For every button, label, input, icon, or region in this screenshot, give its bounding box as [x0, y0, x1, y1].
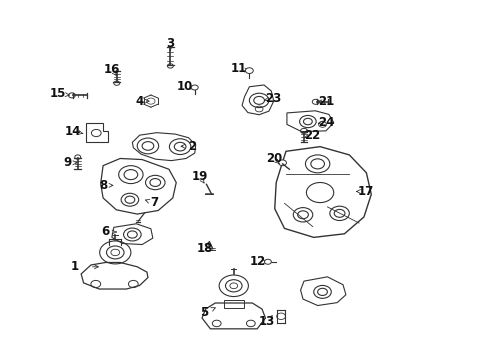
Circle shape — [264, 259, 271, 264]
Text: 16: 16 — [103, 63, 120, 76]
Circle shape — [278, 160, 286, 166]
Text: 17: 17 — [357, 185, 373, 198]
Text: 8: 8 — [99, 179, 107, 192]
Circle shape — [191, 85, 198, 90]
Text: 18: 18 — [196, 242, 212, 255]
Text: 11: 11 — [230, 62, 246, 75]
Text: 2: 2 — [188, 140, 196, 153]
Circle shape — [167, 64, 173, 68]
Text: 4: 4 — [135, 95, 143, 108]
Circle shape — [245, 68, 253, 73]
Text: 24: 24 — [318, 116, 334, 129]
Circle shape — [68, 93, 75, 98]
Circle shape — [75, 155, 81, 159]
Text: 21: 21 — [318, 95, 334, 108]
Circle shape — [312, 99, 319, 104]
Text: 3: 3 — [166, 37, 174, 50]
Text: 14: 14 — [64, 125, 81, 138]
Text: 1: 1 — [71, 260, 79, 273]
Circle shape — [300, 129, 307, 134]
Text: 15: 15 — [50, 87, 66, 100]
Text: 23: 23 — [264, 92, 280, 105]
Text: 9: 9 — [64, 156, 72, 169]
Text: 12: 12 — [249, 255, 266, 268]
Circle shape — [114, 81, 120, 85]
Text: 22: 22 — [303, 129, 319, 142]
Text: 10: 10 — [177, 80, 193, 93]
Text: 7: 7 — [150, 197, 158, 210]
Text: 6: 6 — [101, 225, 109, 238]
Text: 13: 13 — [258, 315, 274, 328]
Text: 5: 5 — [200, 306, 208, 319]
Text: 19: 19 — [191, 170, 207, 183]
Text: 20: 20 — [265, 152, 281, 165]
